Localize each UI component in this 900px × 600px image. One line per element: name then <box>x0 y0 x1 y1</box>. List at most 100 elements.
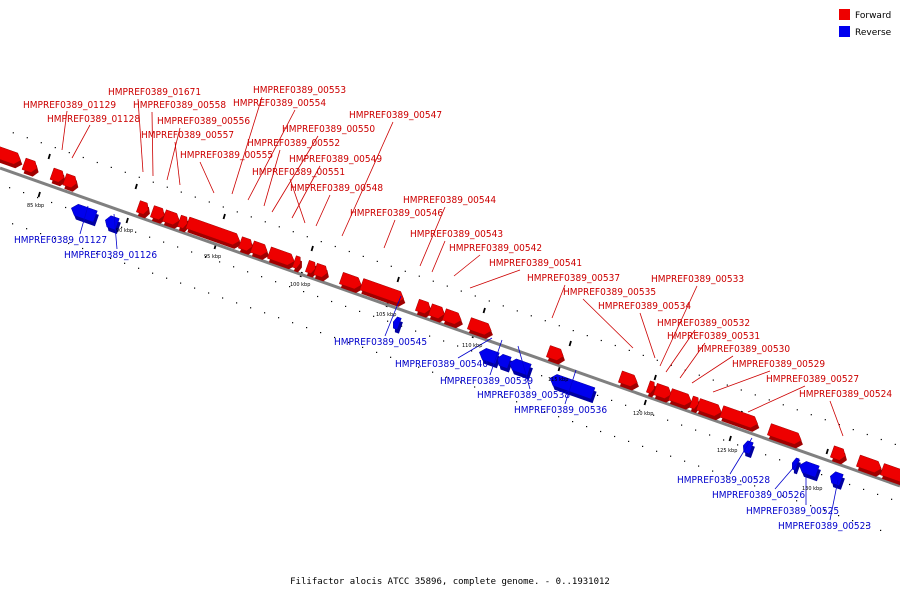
gene-forward[interactable] <box>312 262 329 282</box>
grid-dot <box>37 197 39 199</box>
gene-label-forward[interactable]: HMPREF0389_00556 <box>157 116 250 127</box>
gene-label-reverse[interactable]: HMPREF0389_00528 <box>677 475 770 486</box>
gene-forward[interactable] <box>21 157 39 177</box>
grid-dot <box>586 335 588 337</box>
gene-reverse[interactable] <box>497 353 513 373</box>
gene-label-reverse[interactable]: HMPREF0389_00538 <box>477 390 570 401</box>
gene-forward[interactable] <box>176 214 189 233</box>
grid-dot <box>740 389 742 391</box>
grid-dot <box>387 320 389 322</box>
gene-reverse[interactable] <box>478 348 501 369</box>
gene-forward[interactable] <box>359 278 406 307</box>
gene-label-forward[interactable]: HMPREF0389_00532 <box>657 318 750 329</box>
gene-label-forward[interactable]: HMPREF0389_00552 <box>247 138 340 149</box>
grid-dot <box>712 379 714 381</box>
gene-label-forward[interactable]: HMPREF0389_00535 <box>563 287 656 298</box>
grid-dot <box>152 181 154 183</box>
gene-forward[interactable] <box>338 271 363 293</box>
gene-label-reverse[interactable]: HMPREF0389_00545 <box>334 337 427 348</box>
gene-label-forward[interactable]: HMPREF0389_00546 <box>350 208 443 219</box>
gene-body <box>49 167 65 183</box>
gene-label-reverse[interactable]: HMPREF0389_01126 <box>64 250 157 261</box>
gene-label-forward[interactable]: HMPREF0389_01671 <box>108 87 201 98</box>
gene-label-forward[interactable]: HMPREF0389_00547 <box>349 110 442 121</box>
gene-forward[interactable] <box>695 398 723 421</box>
gene-reverse[interactable] <box>798 461 821 482</box>
gene-forward[interactable] <box>135 200 150 219</box>
gene-label-forward[interactable]: HMPREF0389_00527 <box>766 374 859 385</box>
gene-label-forward[interactable]: HMPREF0389_00548 <box>290 183 383 194</box>
gene-label-reverse[interactable]: HMPREF0389_00536 <box>514 405 607 416</box>
gene-forward[interactable] <box>149 205 166 224</box>
gene-body <box>508 358 532 376</box>
grid-dot <box>278 226 280 228</box>
gene-label-reverse[interactable]: HMPREF0389_00540 <box>395 359 488 370</box>
gene-forward[interactable] <box>161 209 181 229</box>
gene-reverse[interactable] <box>70 203 99 227</box>
gene-forward[interactable] <box>414 298 432 318</box>
gene-label-forward[interactable]: HMPREF0389_00555 <box>180 150 273 161</box>
gene-forward[interactable] <box>466 317 493 339</box>
gene-reverse[interactable] <box>105 215 121 234</box>
leader-line <box>747 385 806 413</box>
gene-label-reverse[interactable]: HMPREF0389_00523 <box>778 521 871 532</box>
grid-dot <box>96 161 98 164</box>
gene-forward[interactable] <box>62 173 79 192</box>
gene-label-forward[interactable]: HMPREF0389_00554 <box>233 98 326 109</box>
gene-forward[interactable] <box>879 463 900 487</box>
gene-forward[interactable] <box>766 423 803 449</box>
gene-reverse[interactable] <box>393 316 403 334</box>
gene-reverse[interactable] <box>549 374 597 404</box>
gene-label-forward[interactable]: HMPREF0389_00550 <box>282 124 375 135</box>
gene-forward[interactable] <box>249 240 269 260</box>
gene-reverse[interactable] <box>743 440 755 458</box>
gene-label-forward[interactable]: HMPREF0389_00533 <box>651 274 744 285</box>
gene-label-forward[interactable]: HMPREF0389_00537 <box>527 273 620 284</box>
gene-forward[interactable] <box>667 388 693 410</box>
gene-forward[interactable] <box>49 167 66 187</box>
gene-label-forward[interactable]: HMPREF0389_00541 <box>489 258 582 269</box>
gene-forward[interactable] <box>855 454 883 477</box>
gene-label-reverse[interactable]: HMPREF0389_00525 <box>746 506 839 517</box>
tick-mark <box>222 213 226 220</box>
gene-label-forward[interactable]: HMPREF0389_00524 <box>799 389 892 400</box>
gene-body <box>149 205 165 221</box>
gene-forward[interactable] <box>829 445 847 465</box>
gene-label-forward[interactable]: HMPREF0389_00534 <box>598 301 691 312</box>
gene-label-forward[interactable]: HMPREF0389_01129 <box>23 100 116 111</box>
gene-label-forward[interactable]: HMPREF0389_00544 <box>403 195 496 206</box>
gene-label-forward[interactable]: HMPREF0389_00553 <box>253 85 346 96</box>
grid-dot <box>614 344 616 347</box>
gene-forward[interactable] <box>185 216 242 249</box>
gene-forward[interactable] <box>545 345 565 365</box>
gene-label-forward[interactable]: HMPREF0389_00558 <box>133 100 226 111</box>
grid-dot <box>289 286 291 288</box>
gene-forward[interactable] <box>291 255 302 273</box>
grid-dot <box>782 495 784 497</box>
tick-mark <box>568 340 572 347</box>
gene-reverse[interactable] <box>508 358 533 380</box>
gene-reverse[interactable] <box>830 471 845 490</box>
gene-label-forward[interactable]: HMPREF0389_00542 <box>449 243 542 254</box>
gene-forward[interactable] <box>441 308 463 329</box>
gene-forward[interactable] <box>0 146 23 169</box>
gene-label-forward[interactable]: HMPREF0389_00531 <box>667 331 760 342</box>
gene-label-forward[interactable]: HMPREF0389_00549 <box>289 154 382 165</box>
gene-label-forward[interactable]: HMPREF0389_00529 <box>732 359 825 370</box>
gene-forward[interactable] <box>617 370 639 391</box>
leader-line <box>289 178 306 224</box>
gene-body <box>338 271 362 290</box>
gene-forward[interactable] <box>266 246 296 270</box>
gene-label-reverse[interactable]: HMPREF0389_00526 <box>712 490 805 501</box>
gene-label-forward[interactable]: HMPREF0389_01128 <box>47 114 140 125</box>
gene-label-forward[interactable]: HMPREF0389_00530 <box>697 344 790 355</box>
gene-label-reverse[interactable]: HMPREF0389_00539 <box>440 376 533 387</box>
gene-label-forward[interactable]: HMPREF0389_00557 <box>141 130 234 141</box>
gene-label-forward[interactable]: HMPREF0389_00543 <box>410 229 503 240</box>
gene-forward[interactable] <box>719 405 760 432</box>
gene-forward[interactable] <box>427 303 446 323</box>
gene-label-reverse[interactable]: HMPREF0389_01127 <box>14 235 107 246</box>
gene-forward[interactable] <box>652 382 673 403</box>
leader-line <box>419 206 446 267</box>
gene-label-forward[interactable]: HMPREF0389_00551 <box>252 167 345 178</box>
